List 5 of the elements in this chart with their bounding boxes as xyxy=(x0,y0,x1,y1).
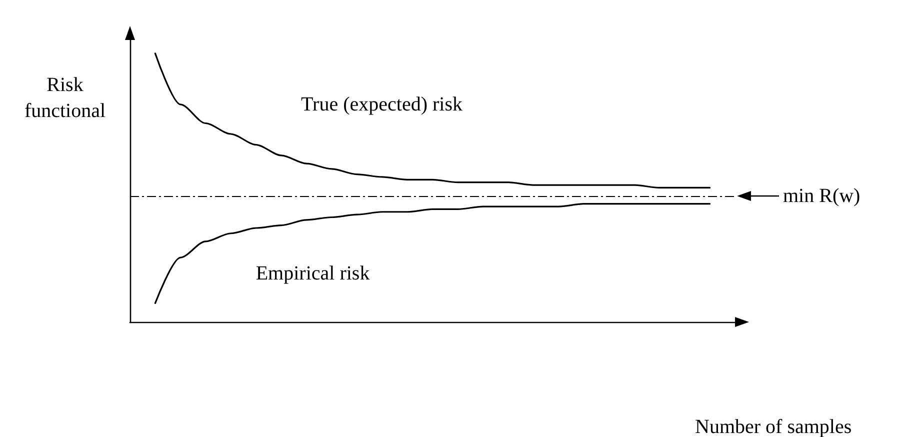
series-label: Empirical risk xyxy=(256,262,370,284)
x-axis-title: Number of samples xyxy=(695,416,852,437)
y-axis-title: Risk functional xyxy=(23,73,107,124)
text: True (expected) risk xyxy=(301,94,462,116)
ref-line-label: min R(w) xyxy=(783,184,860,207)
